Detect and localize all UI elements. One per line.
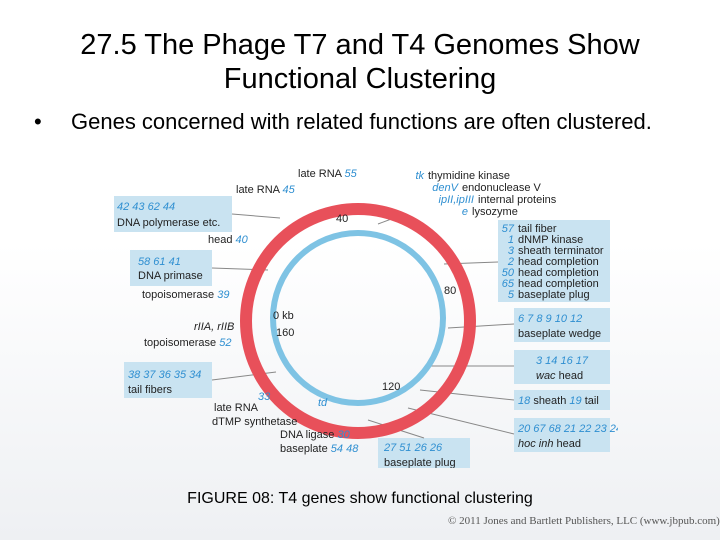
baseplate-plug-genes: 27 51 26 26 [383,442,443,454]
enzyme-label-e: lysozyme [472,206,518,218]
right-label-65: head completion [518,278,599,290]
enzyme-gene-denv: denV [432,182,459,194]
rii-genes: rIIA, rIIB [194,321,234,333]
right-gene-65: 65 [502,278,515,290]
head-hoc-label: hoc inh head [518,438,581,450]
title-line-2: Functional Clustering [223,63,497,95]
right-label-5: baseplate plug [518,289,590,301]
late-rna-33-label: late RNA [214,402,259,414]
right-gene-2: 2 [507,256,514,268]
box-baseplate-plug [378,438,470,468]
copyright-credit: © 2011 Jones and Bartlett Publishers, LL… [448,515,720,527]
tail-fibers-genes: 38 37 36 35 34 [128,369,201,381]
title-line-1: 27.5 The Phage T7 and T4 Genomes Show [80,29,640,61]
enzyme-gene-e: e [462,206,468,218]
dna-polymerase-label: DNA polymerase etc. [117,217,220,229]
box-right-genes [498,220,610,302]
baseplate-wedge-label: baseplate wedge [518,328,601,340]
box-head-hoc [514,418,610,452]
box-enzymes [394,168,508,222]
dna-ligase-30: DNA ligase 30 [280,429,351,441]
enzyme-gene-tk: tk [415,170,424,182]
sheath-tail: 18 sheath 19 tail [518,395,599,407]
box-tail-fibers [124,362,212,398]
right-gene-57: 57 [502,223,515,235]
head-40: head 40 [208,234,249,246]
topoisomerase-39: topoisomerase 39 [142,289,229,301]
label-boxes [114,168,610,468]
wac-head-label: wac head [536,370,583,382]
inner-genome-ring [270,230,446,406]
dna-primase-genes: 58 61 41 [138,256,181,268]
right-label-2: head completion [518,256,599,268]
right-label-1: dNMP kinase [518,234,583,246]
gene-td: td [318,397,328,409]
box-wac-head [514,350,610,384]
topoisomerase-52: topoisomerase 52 [144,337,231,349]
head-hoc-genes: 20 67 68 21 22 23 24 [517,423,618,435]
bullet-marker: • [34,109,42,134]
box-dna-polymerase [114,196,232,232]
enzyme-gene-ip: ipII,ipIII [439,194,474,206]
dna-polymerase-genes: 42 43 62 44 [117,201,175,213]
dna-primase-label: DNA primase [138,270,203,282]
right-label-3: sheath terminator [518,245,604,257]
figure-caption: FIGURE 08: T4 genes show functional clus… [187,490,533,507]
outer-genome-ring [240,203,476,439]
kb-mark-160: 160 [276,327,294,339]
right-label-50: head completion [518,267,599,279]
wac-head-genes: 3 14 16 17 [536,355,589,367]
enzyme-label-tk: thymidine kinase [428,170,510,182]
late-rna-45: late RNA 45 [236,184,296,196]
right-gene-5: 5 [508,289,515,301]
baseplate-wedge-genes: 6 7 8 9 10 12 [518,313,582,325]
box-sheath-tail [514,390,610,410]
baseplate-plug-label: baseplate plug [384,457,456,468]
right-label-57: tail fiber [518,223,557,235]
box-dna-primase [130,250,212,286]
enzyme-label-denv: endonuclease V [462,182,542,194]
baseplate-54-48: baseplate 54 48 [280,443,359,455]
box-baseplate-wedge [514,308,610,342]
late-rna-55: late RNA 55 [298,168,358,180]
t4-genome-map: 0 kb 40 80 120 160 late RNA 55 late RNA … [114,168,618,468]
kb-mark-0: 0 kb [273,310,294,322]
gene-33: 33 [258,391,271,403]
slide-title: 27.5 The Phage T7 and T4 Genomes Show Fu… [20,28,700,96]
right-gene-3: 3 [508,245,515,257]
tail-fibers-label: tail fibers [128,384,173,396]
right-gene-50: 50 [502,267,515,279]
dtmp-synthetase-label: dTMP synthetase [212,416,297,428]
kb-mark-40: 40 [336,213,348,225]
right-gene-1: 1 [508,234,514,246]
enzyme-label-ip: internal proteins [478,194,557,206]
bullet-text: Genes concerned with related functions a… [71,109,652,134]
kb-mark-80: 80 [444,285,456,297]
kb-mark-120: 120 [382,381,400,393]
